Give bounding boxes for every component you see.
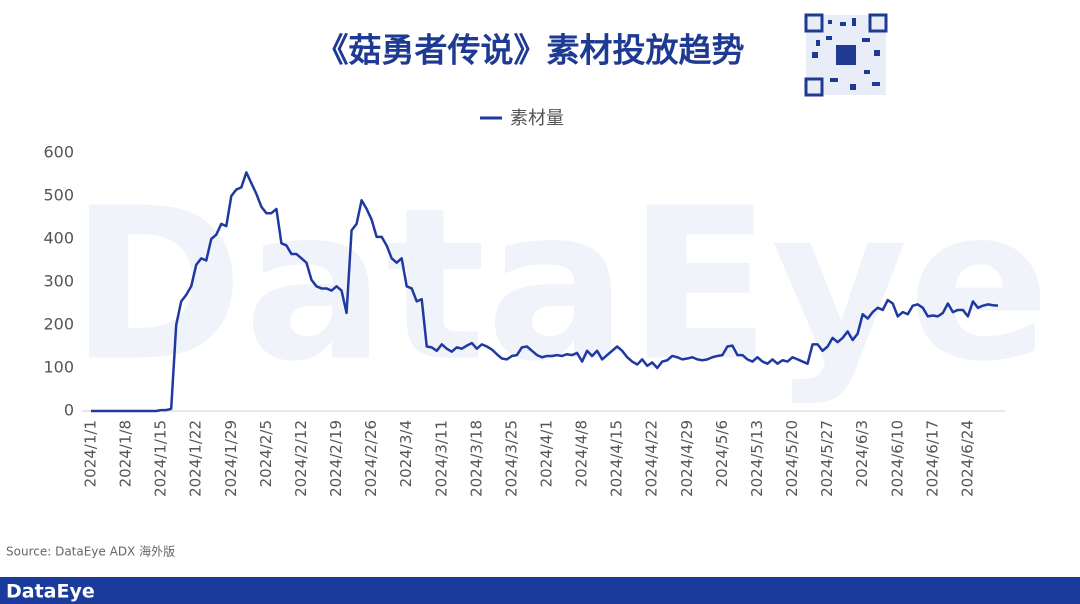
x-tick-label: 2024/1/22 (187, 420, 205, 497)
x-tick-label: 2024/3/11 (432, 420, 450, 497)
x-tick-label: 2024/1/8 (117, 420, 135, 487)
x-tick-label: 2024/6/17 (923, 420, 941, 497)
x-tick-label: 2024/6/10 (888, 420, 906, 497)
y-tick-label: 300 (43, 272, 74, 291)
x-tick-label: 2024/2/12 (292, 420, 310, 497)
x-tick-label: 2024/1/1 (82, 420, 100, 487)
x-tick-label: 2024/4/1 (538, 420, 556, 487)
x-tick-label: 2024/2/19 (327, 420, 345, 497)
watermark: DataEye (70, 163, 1051, 408)
x-tick-label: 2024/4/15 (608, 420, 626, 497)
x-tick-label: 2024/6/3 (853, 420, 871, 487)
x-tick-label: 2024/5/13 (748, 420, 766, 497)
x-tick-label: 2024/2/5 (257, 420, 275, 487)
x-tick-label: 2024/4/29 (678, 420, 696, 497)
y-tick-label: 500 (43, 186, 74, 205)
x-tick-label: 2024/5/6 (713, 420, 731, 487)
x-tick-label: 2024/3/18 (467, 420, 485, 497)
y-tick-label: 0 (64, 401, 74, 420)
chart-title: 《菇勇者传说》素材投放趋势 (316, 31, 745, 70)
data-line (91, 171, 999, 413)
y-tick-label: 400 (43, 229, 74, 248)
x-tick-label: 2024/2/26 (362, 420, 380, 497)
x-tick-label: 2024/5/27 (818, 420, 836, 497)
x-tick-label: 2024/3/25 (502, 420, 520, 497)
y-tick-label: 200 (43, 315, 74, 334)
x-tick-label: 2024/6/24 (958, 420, 976, 497)
x-tick-label: 2024/1/29 (222, 420, 240, 497)
x-tick-label: 2024/1/15 (152, 420, 170, 497)
y-tick-label: 600 (43, 143, 74, 162)
footer-logo: DataEye (6, 581, 95, 603)
source-note: Source: DataEye ADX 海外版 (6, 544, 175, 559)
qr-code (804, 13, 888, 97)
x-tick-label: 2024/3/4 (397, 420, 415, 487)
x-tick-label: 2024/4/22 (643, 420, 661, 497)
footer-bar (0, 577, 1080, 604)
legend-label: 素材量 (510, 108, 564, 129)
x-tick-label: 2024/4/8 (573, 420, 591, 487)
y-tick-label: 100 (43, 358, 74, 377)
x-tick-label: 2024/5/20 (783, 420, 801, 497)
